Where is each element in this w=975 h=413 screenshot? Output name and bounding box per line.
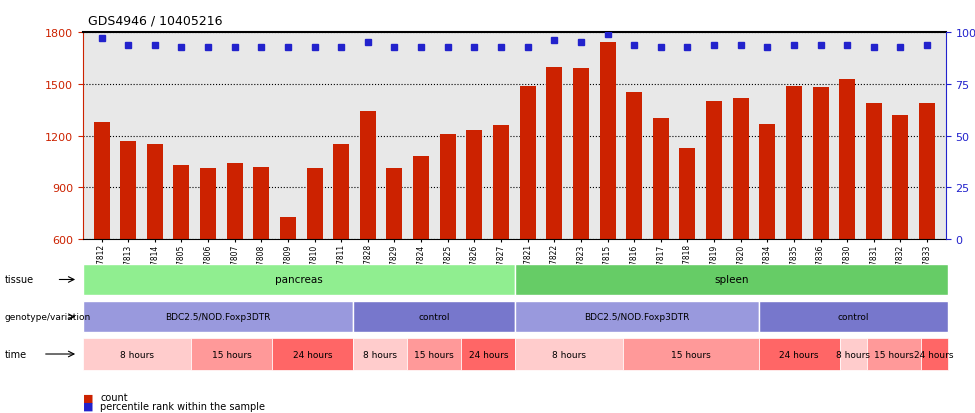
Text: 24 hours: 24 hours xyxy=(779,350,819,358)
Bar xyxy=(226,164,243,240)
Bar xyxy=(174,166,189,240)
Bar xyxy=(440,135,455,240)
Bar xyxy=(413,157,429,240)
Text: GDS4946 / 10405216: GDS4946 / 10405216 xyxy=(88,14,222,27)
Bar xyxy=(466,131,483,240)
Text: 24 hours: 24 hours xyxy=(292,350,332,358)
Bar xyxy=(306,169,323,240)
Bar xyxy=(120,142,136,240)
Bar xyxy=(653,119,669,240)
Bar xyxy=(919,104,935,240)
Bar xyxy=(706,102,722,240)
Bar xyxy=(546,67,563,240)
Bar xyxy=(280,217,296,240)
Text: time: time xyxy=(5,349,27,359)
Bar xyxy=(254,167,269,240)
Bar xyxy=(626,93,643,240)
Bar xyxy=(200,169,216,240)
Text: 15 hours: 15 hours xyxy=(414,350,454,358)
Text: tissue: tissue xyxy=(5,275,34,285)
Text: 8 hours: 8 hours xyxy=(837,350,870,358)
Bar xyxy=(812,88,829,240)
Text: BDC2.5/NOD.Foxp3DTR: BDC2.5/NOD.Foxp3DTR xyxy=(166,313,271,321)
Text: ■: ■ xyxy=(83,401,94,411)
Bar xyxy=(333,145,349,240)
Text: spleen: spleen xyxy=(715,275,749,285)
Bar xyxy=(732,98,749,240)
Bar xyxy=(94,123,109,240)
Text: 15 hours: 15 hours xyxy=(874,350,914,358)
Bar xyxy=(839,79,855,240)
Bar xyxy=(892,116,909,240)
Bar xyxy=(573,69,589,240)
Bar xyxy=(866,104,881,240)
Text: percentile rank within the sample: percentile rank within the sample xyxy=(100,401,265,411)
Bar xyxy=(386,169,403,240)
Text: count: count xyxy=(100,392,128,402)
Text: 24 hours: 24 hours xyxy=(915,350,954,358)
Text: BDC2.5/NOD.Foxp3DTR: BDC2.5/NOD.Foxp3DTR xyxy=(584,313,689,321)
Text: 24 hours: 24 hours xyxy=(469,350,508,358)
Bar xyxy=(786,86,802,240)
Bar xyxy=(360,112,375,240)
Text: 15 hours: 15 hours xyxy=(212,350,252,358)
Text: 8 hours: 8 hours xyxy=(120,350,154,358)
Text: 8 hours: 8 hours xyxy=(363,350,397,358)
Text: pancreas: pancreas xyxy=(275,275,323,285)
Bar xyxy=(520,86,535,240)
Text: 15 hours: 15 hours xyxy=(671,350,711,358)
Bar xyxy=(493,126,509,240)
Bar xyxy=(147,145,163,240)
Bar xyxy=(760,124,775,240)
Text: control: control xyxy=(838,313,869,321)
Text: 8 hours: 8 hours xyxy=(553,350,586,358)
Text: control: control xyxy=(418,313,449,321)
Text: genotype/variation: genotype/variation xyxy=(5,313,91,321)
Bar xyxy=(600,43,615,240)
Text: ■: ■ xyxy=(83,392,94,402)
Bar xyxy=(680,148,695,240)
